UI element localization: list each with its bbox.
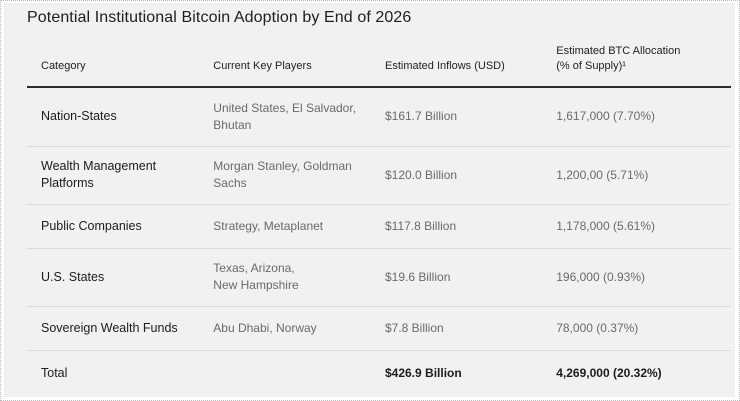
row-allocation: 78,000 (0.37%) <box>542 306 731 351</box>
table-row: Wealth Management Platforms Morgan Stanle… <box>27 146 731 205</box>
row-players: United States, El Salvador, Bhutan <box>199 87 371 147</box>
row-inflows: $7.8 Billion <box>370 306 543 351</box>
header-allocation: Estimated BTC Allocation (% of Supply)¹ <box>542 44 731 88</box>
row-allocation: 1,178,000 (5.61%) <box>542 204 731 249</box>
row-category: U.S. States <box>27 248 200 307</box>
row-inflows: $19.6 Billion <box>370 248 543 307</box>
row-category: Nation-States <box>27 87 200 147</box>
row-inflows: $117.8 Billion <box>370 204 543 249</box>
row-players: Strategy, Metaplanet <box>199 204 371 249</box>
header-allocation-line1: Estimated BTC Allocation <box>556 45 681 57</box>
adoption-table: Category Current Key Players Estimated I… <box>27 44 731 397</box>
total-players-empty <box>199 349 371 397</box>
total-row: Total $426.9 Billion 4,269,000 (20.32%) <box>27 349 731 397</box>
total-inflows: $426.9 Billion <box>370 349 543 397</box>
row-allocation: 1,200,00 (5.71%) <box>542 146 731 205</box>
header-players: Current Key Players <box>199 44 371 88</box>
row-players: Morgan Stanley, Goldman Sachs <box>199 146 371 205</box>
total-label: Total <box>27 349 200 397</box>
header-category: Category <box>27 44 200 88</box>
page-title: Potential Institutional Bitcoin Adoption… <box>27 9 412 26</box>
header-inflows: Estimated Inflows (USD) <box>370 44 543 88</box>
row-inflows: $161.7 Billion <box>370 87 543 147</box>
table-row: Nation-States United States, El Salvador… <box>27 87 731 147</box>
table-row: Public Companies Strategy, Metaplanet $1… <box>27 204 731 249</box>
header-allocation-line2: (% of Supply)¹ <box>556 60 626 72</box>
row-category: Sovereign Wealth Funds <box>27 306 200 351</box>
header-row: Category Current Key Players Estimated I… <box>27 44 731 88</box>
total-allocation: 4,269,000 (20.32%) <box>542 349 731 397</box>
table-row: U.S. States Texas, Arizona, New Hampshire… <box>27 248 731 307</box>
row-allocation: 1,617,000 (7.70%) <box>542 87 731 147</box>
row-inflows: $120.0 Billion <box>370 146 543 205</box>
table-row: Sovereign Wealth Funds Abu Dhabi, Norway… <box>27 306 731 351</box>
row-category: Public Companies <box>27 204 200 249</box>
row-players: Texas, Arizona, New Hampshire <box>199 248 371 307</box>
row-category: Wealth Management Platforms <box>27 146 200 205</box>
row-allocation: 196,000 (0.93%) <box>542 248 731 307</box>
row-players: Abu Dhabi, Norway <box>199 306 371 351</box>
